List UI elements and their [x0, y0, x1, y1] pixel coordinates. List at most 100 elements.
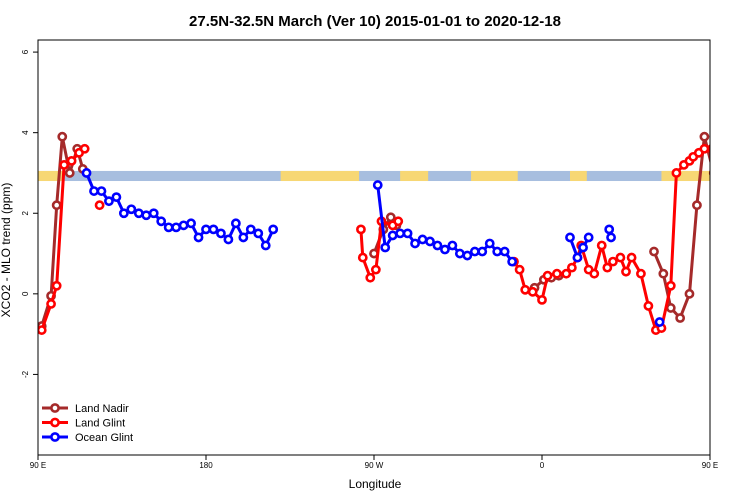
data-point — [111, 192, 122, 203]
data-point — [425, 236, 435, 247]
data-point — [59, 160, 70, 170]
data-point — [692, 200, 702, 211]
x-axis-label: Longitude — [349, 477, 402, 491]
legend-label: Land Glint — [75, 418, 125, 430]
y-tick-label: 0 — [21, 291, 30, 296]
data-point — [527, 286, 538, 297]
x-tick-label: 90 E — [702, 461, 718, 470]
data-point — [372, 180, 383, 190]
data-point — [484, 238, 495, 249]
data-point — [216, 228, 226, 239]
data-point — [38, 325, 47, 335]
data-point — [260, 240, 271, 251]
data-point — [126, 204, 137, 215]
y-tick-label: -2 — [21, 370, 30, 378]
data-point — [507, 256, 518, 267]
land-segment — [471, 170, 518, 182]
data-point — [699, 143, 710, 154]
data-point — [141, 210, 152, 221]
series-line — [652, 135, 710, 320]
data-point — [370, 264, 381, 275]
data-point — [723, 165, 730, 172]
plot-frame — [37, 39, 711, 456]
land-segment — [661, 170, 710, 182]
data-point — [649, 246, 659, 257]
data-point — [716, 145, 723, 152]
land-segment — [38, 170, 65, 182]
legend-label: Ocean Glint — [75, 432, 133, 444]
data-point — [238, 232, 249, 243]
data-point — [699, 131, 710, 142]
data-point — [94, 200, 105, 211]
data-point — [643, 301, 654, 311]
data-point — [51, 200, 62, 211]
land-segment — [280, 170, 360, 182]
data-point — [178, 220, 189, 231]
data-point — [552, 268, 562, 279]
data-point — [268, 224, 279, 235]
data-point — [604, 224, 615, 235]
data-point — [133, 208, 144, 219]
data-point — [578, 242, 588, 253]
data-point — [565, 232, 575, 243]
data-point — [654, 317, 665, 327]
data-point — [583, 232, 594, 243]
data-point — [417, 234, 428, 245]
data-point — [387, 230, 398, 241]
data-point — [81, 168, 92, 178]
data-point — [79, 143, 90, 154]
data-point — [477, 246, 488, 257]
data-point — [596, 240, 607, 251]
legend-label: Land Nadir — [75, 403, 129, 415]
data-point — [201, 224, 211, 235]
data-point — [186, 218, 196, 229]
legend: Land Nadir Land Glint Ocean Glint — [42, 403, 133, 444]
series-line — [568, 236, 591, 260]
data-point — [561, 268, 572, 279]
land-segment — [570, 170, 587, 182]
data-point — [66, 155, 77, 166]
legend-marker — [50, 403, 60, 413]
data-point — [537, 294, 547, 305]
data-point — [636, 268, 646, 279]
data-point — [395, 228, 406, 239]
data-point — [432, 240, 443, 251]
data-point — [402, 228, 413, 239]
data-point — [738, 187, 745, 194]
data-point — [356, 224, 366, 235]
y-tick-label: 2 — [21, 210, 30, 215]
land-ocean-mask — [38, 170, 710, 182]
data-point — [163, 222, 174, 233]
data-point — [499, 246, 510, 257]
data-point — [542, 270, 553, 281]
x-axis: 90 E 180 90 W 0 90 E — [30, 455, 718, 470]
data-point — [230, 218, 241, 229]
data-point — [57, 131, 68, 142]
data-point — [572, 252, 583, 263]
data-point — [171, 222, 182, 233]
data-point — [96, 186, 107, 196]
land-segment — [400, 170, 429, 182]
data-point — [245, 224, 256, 235]
data-point — [385, 212, 396, 223]
legend-marker — [50, 432, 60, 442]
data-point — [626, 252, 637, 263]
data-point — [454, 248, 465, 259]
data-point — [602, 262, 613, 273]
y-tick-label: 4 — [21, 130, 30, 135]
data-point — [148, 208, 159, 219]
data-point — [608, 256, 618, 267]
data-point — [665, 280, 676, 291]
chart-title: 27.5N-32.5N March (Ver 10) 2015-01-01 to… — [189, 13, 561, 30]
data-point — [357, 252, 368, 263]
x-tick-label: 90 E — [30, 461, 46, 470]
data-point — [675, 313, 686, 323]
data-point — [208, 224, 219, 235]
data-point — [566, 262, 577, 273]
data-point — [64, 168, 75, 178]
y-axis-label: XCO2 - MLO trend (ppm) — [0, 183, 13, 318]
data-point — [223, 234, 234, 245]
data-point — [589, 268, 600, 279]
x-tick-label: 180 — [199, 461, 213, 470]
